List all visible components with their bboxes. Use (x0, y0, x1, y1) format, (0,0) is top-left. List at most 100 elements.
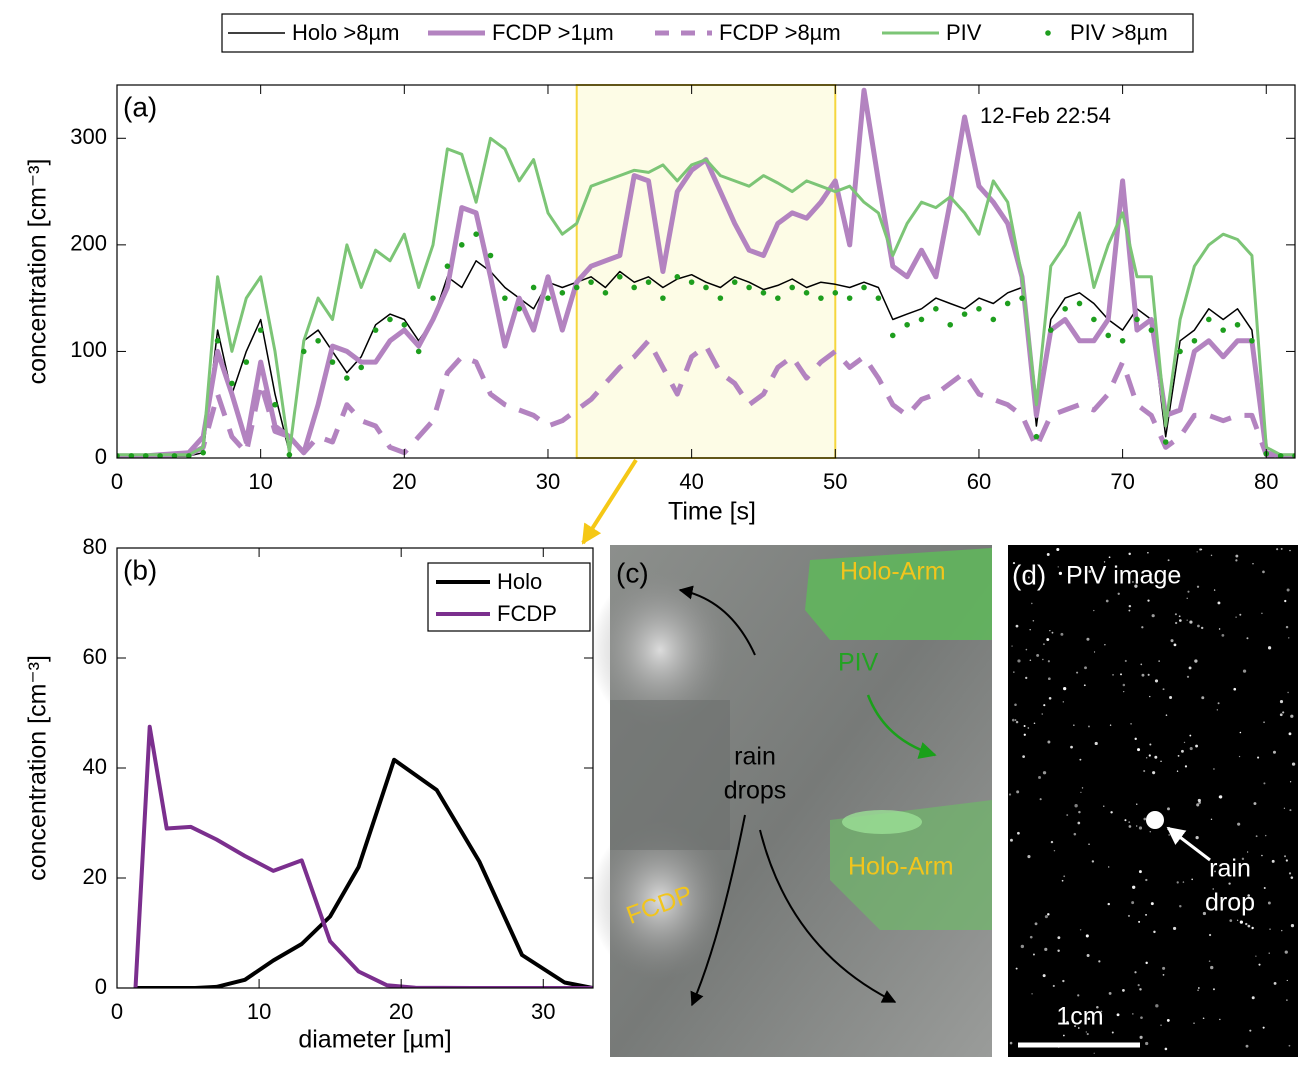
particle (1093, 651, 1096, 653)
data-point (573, 284, 580, 291)
particle (1039, 798, 1042, 801)
particle (1027, 576, 1030, 579)
data-point (128, 453, 135, 458)
particle (1110, 811, 1113, 814)
x-tick-label: 0 (111, 469, 123, 494)
particle (1077, 994, 1080, 997)
data-point (1004, 300, 1011, 307)
particle (1150, 573, 1153, 576)
y-tick-label: 0 (95, 974, 107, 999)
particle (1285, 625, 1289, 629)
particle (1103, 561, 1106, 563)
particle (1036, 653, 1040, 657)
particle (1056, 547, 1060, 552)
particle (1257, 756, 1260, 759)
particle (1242, 669, 1247, 673)
particle (1029, 629, 1031, 631)
particle (1186, 597, 1188, 600)
data-point (214, 337, 221, 344)
particle (1108, 556, 1111, 559)
particle (1189, 620, 1193, 624)
data-point (918, 316, 925, 323)
x-tick-label: 0 (111, 999, 123, 1024)
particle (1022, 755, 1025, 758)
particle (1077, 821, 1081, 825)
particle (1057, 1045, 1060, 1048)
particle (1283, 807, 1286, 809)
particle (1038, 776, 1041, 779)
series-line (133, 724, 593, 988)
particle (1232, 897, 1234, 900)
particle (1134, 584, 1138, 588)
particle (1096, 1006, 1099, 1009)
particle (1263, 782, 1266, 785)
x-tick-label: 30 (531, 999, 555, 1024)
particle (1262, 570, 1265, 574)
particle (1191, 878, 1193, 881)
x-tick-label: 60 (967, 469, 991, 494)
particle (1176, 770, 1179, 772)
data-point (372, 327, 379, 333)
particle (1212, 888, 1214, 890)
particle (1201, 696, 1205, 700)
particle (1265, 834, 1267, 837)
data-point (645, 279, 652, 285)
data-point (717, 295, 724, 301)
particle (1140, 1016, 1143, 1020)
particle (1047, 913, 1050, 916)
particle (1187, 590, 1190, 593)
particle (1015, 624, 1019, 628)
particle (1153, 930, 1156, 934)
particle (1174, 613, 1177, 616)
particle (1290, 714, 1294, 718)
particle (1041, 713, 1043, 715)
x-tick-label: 30 (536, 469, 560, 494)
particle (1087, 1017, 1091, 1021)
particle (1047, 660, 1050, 663)
particle (1048, 696, 1052, 700)
particle (1286, 979, 1288, 982)
data-point (444, 263, 451, 269)
particle (1217, 702, 1220, 705)
particle (1288, 637, 1290, 639)
series-line (117, 338, 1295, 458)
particle (1128, 821, 1131, 824)
particle (1013, 671, 1015, 673)
data-point (229, 380, 235, 387)
particle (1023, 733, 1026, 736)
particle (1166, 1018, 1170, 1022)
particle (1042, 771, 1047, 775)
particle (1271, 859, 1275, 863)
particle (1049, 629, 1051, 632)
particle (1158, 660, 1160, 662)
data-point (243, 359, 250, 365)
particle (1273, 981, 1277, 985)
particle (1145, 961, 1148, 965)
particle (1178, 619, 1182, 622)
particle (1246, 851, 1249, 853)
zoom-arrow (581, 458, 638, 545)
particle (1124, 819, 1127, 822)
particle (1197, 987, 1200, 989)
x-tick-label: 50 (823, 469, 847, 494)
particle (1268, 952, 1270, 954)
particle (1134, 737, 1137, 741)
particle (1145, 1041, 1149, 1046)
particle (1155, 1004, 1159, 1008)
data-point (1033, 433, 1040, 440)
photo-text: Holo-Arm (848, 853, 954, 881)
particle (1235, 554, 1239, 558)
particle (1202, 911, 1207, 916)
particle (1112, 673, 1114, 676)
data-point (731, 279, 738, 285)
particle (1284, 950, 1288, 954)
y-tick-label: 100 (70, 337, 107, 362)
particle (1255, 955, 1257, 957)
particle (1077, 1027, 1080, 1029)
data-point (688, 279, 695, 285)
particle (1235, 559, 1238, 562)
data-point (1019, 295, 1025, 301)
photo-c (590, 545, 992, 1057)
photo-text: PIV (838, 649, 879, 677)
particle (1286, 588, 1290, 592)
